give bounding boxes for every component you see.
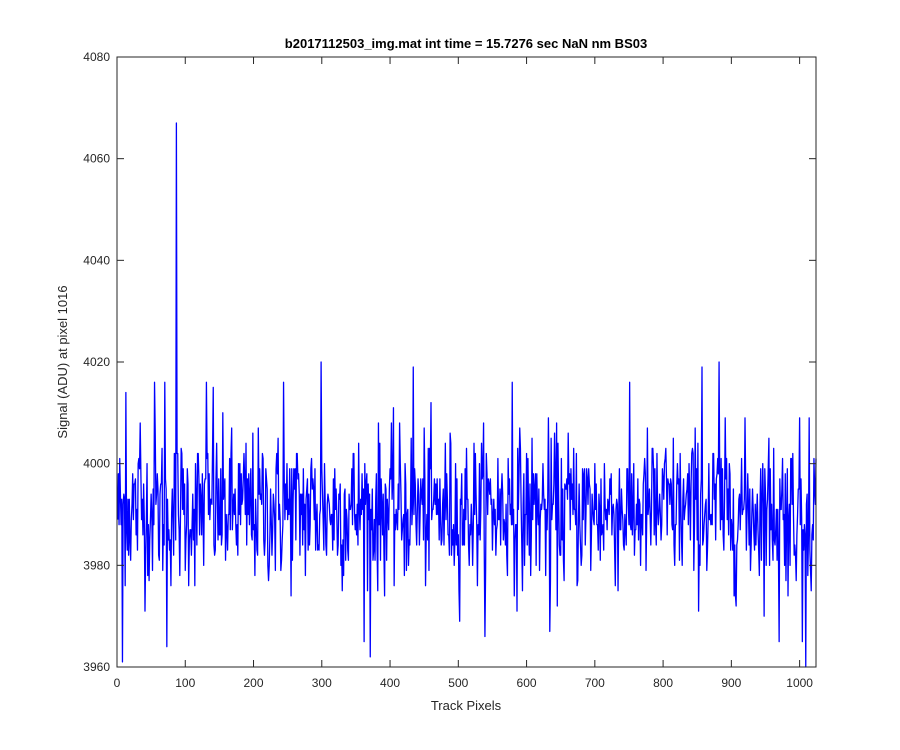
x-tick-label: 700 <box>585 676 605 690</box>
y-tick-label: 4060 <box>83 152 110 166</box>
x-tick-label: 900 <box>721 676 741 690</box>
x-tick-label: 300 <box>312 676 332 690</box>
y-tick-label: 4020 <box>83 355 110 369</box>
y-axis-label: Signal (ADU) at pixel 1016 <box>55 285 70 438</box>
x-tick-label: 0 <box>114 676 121 690</box>
y-tick-label: 4000 <box>83 457 110 471</box>
x-tick-label: 100 <box>175 676 195 690</box>
plot-area <box>117 57 816 667</box>
x-tick-label: 600 <box>517 676 537 690</box>
data-layer <box>117 122 817 668</box>
y-tick-label: 4080 <box>83 50 110 64</box>
y-tick-label: 3980 <box>83 558 110 572</box>
series-line <box>117 122 817 668</box>
x-tick-label: 400 <box>380 676 400 690</box>
chart-title: b2017112503_img.mat int time = 15.7276 s… <box>285 36 647 51</box>
x-axis-label: Track Pixels <box>431 698 502 713</box>
y-tick-label: 3960 <box>83 660 110 674</box>
x-tick-label: 500 <box>448 676 468 690</box>
y-axis: 3960 3980 4000 4020 4040 4060 4080 <box>83 50 816 674</box>
x-axis: 0 100 200 300 400 500 600 700 800 900 1000 <box>114 57 813 690</box>
x-tick-label: 1000 <box>786 676 813 690</box>
x-tick-label: 200 <box>244 676 264 690</box>
x-tick-label: 800 <box>653 676 673 690</box>
y-tick-label: 4040 <box>83 253 110 267</box>
